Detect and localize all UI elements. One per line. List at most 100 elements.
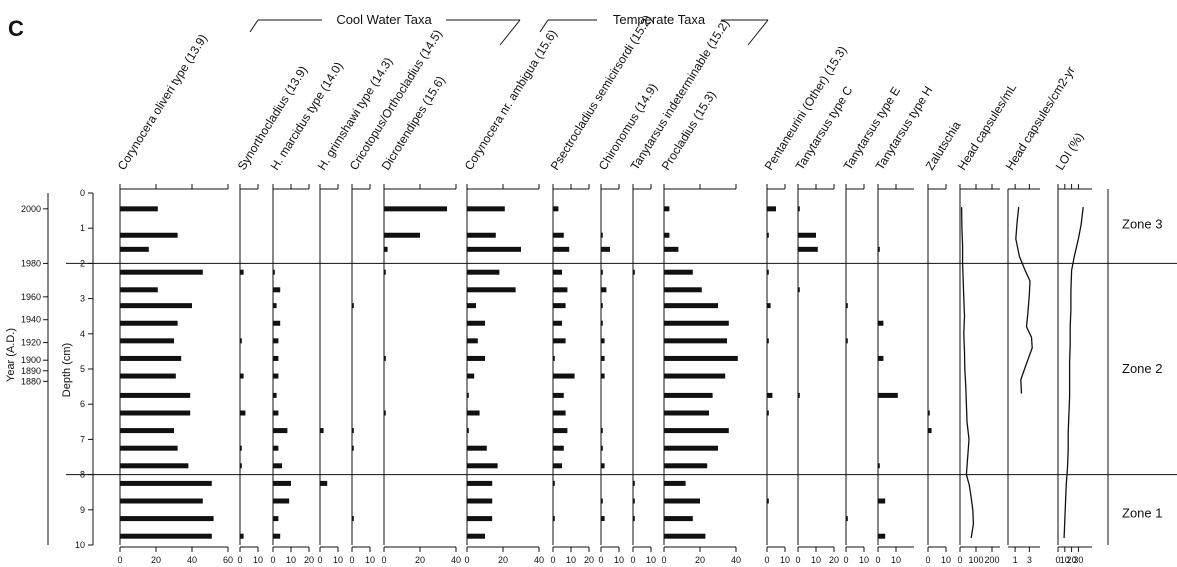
bar [553,445,564,451]
depth-tick-label: 0 [80,188,85,198]
bar [601,269,603,275]
zone-label: Zone 2 [1122,361,1162,376]
bar [664,410,709,416]
bar [664,498,700,504]
bar [384,232,420,238]
bar [664,463,708,469]
bar [273,355,279,361]
bar [553,480,555,486]
bar [553,463,562,469]
bar [467,373,475,379]
bar [120,410,191,416]
x-tick-label: 40 [451,555,461,565]
group-brackets: Cool Water Taxa Temperate Taxa [249,12,769,46]
bar [767,392,773,398]
bar [352,428,354,434]
bar [120,287,158,293]
bar [467,206,505,212]
bar [384,246,388,252]
bracket-diagonal [499,19,521,46]
depth-tick-label: 7 [80,434,85,444]
x-tick-label: 0 [795,555,800,565]
bar [767,410,769,416]
bar [878,498,886,504]
bar [664,320,729,326]
depth-axis-label: Depth (cm) [61,343,73,397]
x-tick-label: 20 [498,555,508,565]
bar [120,480,212,486]
bar [320,428,324,434]
bar [273,320,281,326]
bar [601,373,605,379]
year-tick-label: 1880 [21,376,41,386]
bar [553,355,555,361]
x-tick-label: 0 [764,555,769,565]
depth-tick-label: 1 [80,223,85,233]
bar [273,338,279,344]
bar [120,533,212,539]
bar [273,533,281,539]
bar [664,373,726,379]
bar [240,463,242,469]
x-tick-label: 20 [1067,555,1077,565]
bar [120,246,149,252]
x-tick-label: 0 [598,555,603,565]
bar [553,287,568,293]
bar [601,516,605,522]
bar [273,428,288,434]
bar [320,480,328,486]
zone-label: Zone 1 [1122,505,1162,520]
bar [273,480,291,486]
x-tick-label: 1 [1013,555,1018,565]
x-tick-label: 0 [550,555,555,565]
bar [553,206,559,212]
bar [601,246,610,252]
bar [664,246,679,252]
bar [664,287,702,293]
bar [601,498,603,504]
bar [553,410,566,416]
bar [553,232,564,238]
bar [120,516,214,522]
bar [467,428,469,434]
bar [553,428,568,434]
bar [767,303,771,309]
x-tick-label: 0 [925,555,930,565]
bar [120,445,178,451]
bar [120,338,174,344]
bar [664,445,718,451]
bar [601,338,605,344]
bar [120,303,192,309]
bar [273,392,277,398]
bar [240,445,242,451]
year-tick-label: 1940 [21,315,41,325]
x-tick-label: 0 [117,555,122,565]
x-tick-label: 20 [151,555,161,565]
bar [664,232,670,238]
x-tick-label: 10 [941,555,951,565]
bracket-diagonal [747,19,769,46]
curves [960,207,1084,539]
bar [273,287,281,293]
x-tick-label: 10 [253,555,263,565]
bar [120,355,182,361]
x-tick-label: 0 [317,555,322,565]
bar [273,373,279,379]
bar [467,355,485,361]
bar [467,232,496,238]
bar [273,445,279,451]
bar [467,498,493,504]
bar [601,445,603,451]
bar [553,373,575,379]
curve-line [1063,207,1084,539]
bar [767,206,776,212]
bar [633,269,635,275]
year-tick-label: 1960 [21,292,41,302]
bar [553,516,555,522]
bar [120,373,176,379]
bar [553,303,566,309]
bar [467,338,478,344]
